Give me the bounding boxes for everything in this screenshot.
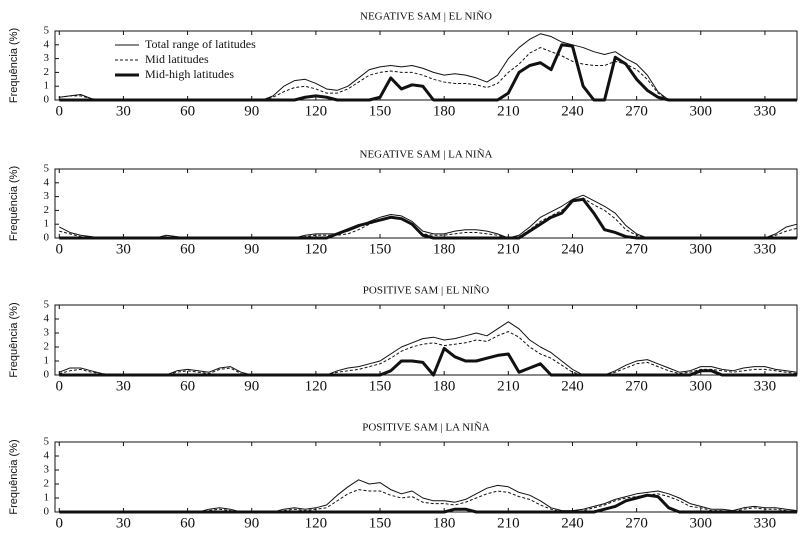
y-axis-label: Frequência (%) — [8, 28, 20, 103]
x-tick-label: 270 — [625, 378, 648, 394]
y-tick-label: 2 — [44, 478, 50, 490]
series-line — [59, 493, 797, 514]
x-tick-label: 210 — [497, 378, 520, 394]
x-tick-label: 270 — [625, 515, 648, 531]
x-tick-label: 180 — [433, 103, 456, 119]
x-tick-label: 240 — [561, 515, 584, 531]
y-tick-label: 4 — [44, 450, 50, 462]
x-tick-label: 330 — [754, 103, 777, 119]
series-line — [59, 194, 798, 239]
x-tick-label: 240 — [561, 241, 584, 257]
x-tick-label: 150 — [369, 515, 392, 531]
y-tick-label: 2 — [44, 66, 50, 78]
x-tick-label: 150 — [369, 103, 392, 119]
x-tick-label: 210 — [497, 103, 520, 119]
series-line — [59, 479, 798, 513]
x-tick-label: 0 — [56, 103, 64, 119]
x-tick-label: 210 — [497, 515, 520, 531]
x-tick-label: 90 — [244, 515, 259, 531]
x-tick-label: 120 — [305, 103, 328, 119]
y-tick-label: 5 — [44, 25, 50, 37]
legend-label: Total range of latitudes — [145, 37, 256, 51]
y-tick-label: 0 — [44, 232, 50, 244]
y-tick-label: 0 — [44, 369, 50, 381]
y-tick-label: 5 — [44, 299, 50, 311]
x-tick-label: 270 — [625, 103, 648, 119]
panel-title: NEGATIVE SAM | EL NIÑO — [360, 11, 492, 23]
x-tick-label: 240 — [561, 378, 584, 394]
plot-frame — [54, 304, 798, 376]
x-tick-label: 270 — [625, 241, 648, 257]
x-tick-label: 120 — [305, 378, 328, 394]
legend-label: Mid-high latitudes — [145, 67, 234, 81]
plot-frame — [54, 30, 798, 101]
x-tick-label: 90 — [244, 378, 259, 394]
y-axis-label: Frequência (%) — [8, 439, 20, 514]
y-tick-label: 0 — [44, 506, 50, 518]
series-line — [59, 346, 797, 377]
x-tick-label: 300 — [690, 103, 713, 119]
x-tick-label: 300 — [690, 241, 713, 257]
x-tick-label: 60 — [180, 241, 195, 257]
x-tick-label: 210 — [497, 241, 520, 257]
x-tick-label: 0 — [56, 515, 64, 531]
x-tick-label: 30 — [116, 515, 131, 531]
x-tick-label: 150 — [369, 241, 392, 257]
x-tick-label: 90 — [244, 103, 259, 119]
x-tick-label: 120 — [305, 241, 328, 257]
series-line — [59, 321, 798, 376]
x-tick-label: 30 — [116, 378, 131, 394]
y-tick-label: 4 — [44, 38, 50, 50]
y-tick-label: 2 — [44, 204, 50, 216]
y-axis-label: Frequência (%) — [8, 166, 20, 241]
panel-title: POSITIVE SAM | EL NIÑO — [363, 285, 490, 297]
x-tick-label: 0 — [56, 241, 64, 257]
plot-frame — [54, 168, 798, 239]
y-tick-label: 1 — [44, 355, 50, 367]
y-tick-label: 1 — [44, 492, 50, 504]
legend-label: Mid latitudes — [145, 52, 209, 66]
x-tick-label: 60 — [180, 103, 195, 119]
x-tick-label: 150 — [369, 378, 392, 394]
x-tick-label: 240 — [561, 103, 584, 119]
x-tick-label: 330 — [754, 241, 777, 257]
x-tick-label: 60 — [180, 378, 195, 394]
y-tick-label: 4 — [44, 176, 50, 188]
panel-title: POSITIVE SAM | LA NIÑA — [362, 422, 490, 434]
y-tick-label: 3 — [44, 52, 50, 64]
y-tick-label: 5 — [44, 163, 50, 175]
y-tick-label: 3 — [44, 327, 50, 339]
x-tick-label: 330 — [754, 515, 777, 531]
y-tick-label: 2 — [44, 341, 50, 353]
x-tick-label: 120 — [305, 515, 328, 531]
series-line — [59, 197, 797, 240]
x-tick-label: 30 — [116, 103, 131, 119]
y-tick-label: 5 — [44, 436, 50, 448]
y-tick-label: 4 — [44, 313, 50, 325]
series-line — [59, 489, 798, 513]
x-tick-label: 180 — [433, 241, 456, 257]
y-tick-label: 1 — [44, 80, 50, 92]
y-tick-label: 3 — [44, 464, 50, 476]
x-tick-label: 180 — [433, 378, 456, 394]
x-tick-label: 300 — [690, 378, 713, 394]
y-axis-label: Frequência (%) — [8, 302, 20, 377]
x-tick-label: 90 — [244, 241, 259, 257]
y-tick-label: 3 — [44, 190, 50, 202]
series-line — [59, 43, 797, 102]
y-tick-label: 1 — [44, 218, 50, 230]
panel-title: NEGATIVE SAM | LA NIÑA — [360, 149, 493, 161]
x-tick-label: 0 — [56, 378, 64, 394]
x-tick-label: 30 — [116, 241, 131, 257]
y-tick-label: 0 — [44, 94, 50, 106]
x-tick-label: 180 — [433, 515, 456, 531]
x-tick-label: 60 — [180, 515, 195, 531]
x-tick-label: 330 — [754, 378, 777, 394]
x-tick-label: 300 — [690, 515, 713, 531]
